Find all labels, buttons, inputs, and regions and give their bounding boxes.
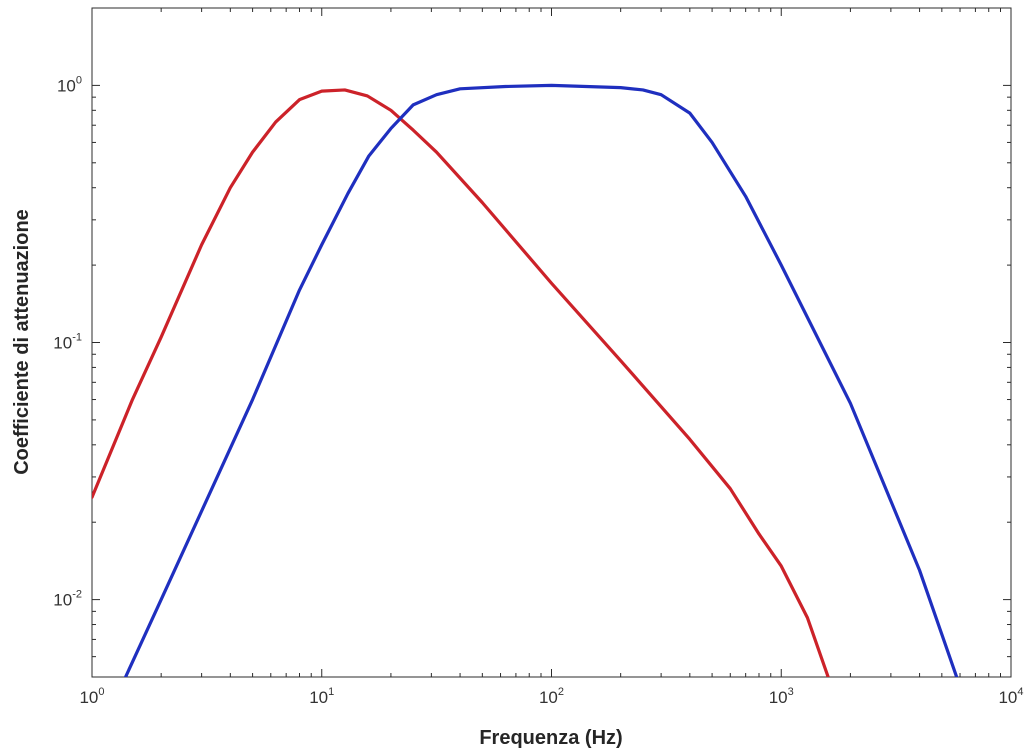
x-tick-label: 100	[79, 686, 104, 707]
y-tick-label: 10-1	[53, 332, 82, 353]
series-line-1	[92, 88, 830, 677]
series-layer	[92, 83, 959, 677]
ticks-layer: 100 101 102 103 104 10-2 10-1 100	[53, 7, 1024, 707]
y-tick-label: 100	[57, 74, 82, 95]
y-tick-label: 10-2	[53, 589, 82, 610]
x-tick-label: 102	[539, 686, 564, 707]
y-axis-label: Coefficiente di attenuazione	[11, 209, 33, 475]
x-tick-label: 101	[309, 686, 334, 707]
x-axis-label: Frequenza (Hz)	[479, 727, 622, 749]
x-tick-label: 103	[769, 686, 794, 707]
x-tick-label: 104	[998, 686, 1023, 707]
series-line-2	[123, 83, 959, 677]
plot-area	[91, 7, 1012, 678]
